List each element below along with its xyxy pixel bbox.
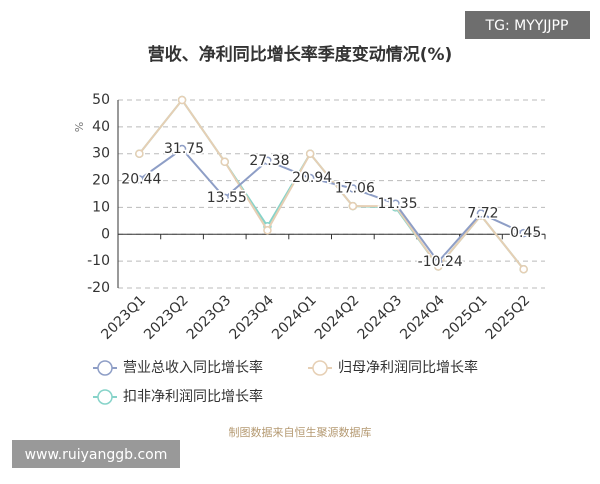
data-label: 31.75 — [164, 141, 204, 157]
y-tick-label: 30 — [92, 146, 110, 162]
data-point — [348, 184, 358, 193]
data-point — [263, 226, 272, 235]
data-point — [519, 228, 528, 238]
y-tick-label: 40 — [92, 119, 110, 135]
data-point — [220, 193, 229, 203]
data-point — [135, 149, 144, 158]
website-box — [12, 440, 180, 468]
data-point — [348, 201, 358, 211]
data-point — [305, 149, 315, 158]
data-point — [519, 264, 528, 274]
series-line — [138, 98, 525, 270]
website: www.ruiyanggb.com — [25, 447, 168, 463]
legend-marker — [97, 360, 113, 376]
data-label: 17.06 — [335, 180, 375, 196]
legend-marker — [312, 360, 328, 376]
watermark: TG: MYYJJPP — [485, 18, 569, 34]
data-point — [305, 173, 315, 183]
data-label: 0.45 — [510, 225, 541, 241]
legend-marker — [97, 389, 113, 405]
source: 制图数据来自恒生聚源数据库 — [229, 425, 372, 439]
watermark-box — [465, 11, 590, 39]
data-point — [391, 199, 400, 209]
y-tick-label: 10 — [92, 199, 110, 215]
y-axis-label: % — [73, 122, 86, 132]
chart-title: 营收、净利同比增长率季度变动情况(%) — [148, 44, 453, 65]
data-label: 13.55 — [207, 190, 247, 206]
data-label: -10.24 — [418, 254, 463, 270]
data-point — [177, 144, 187, 154]
data-point — [263, 156, 272, 166]
y-tick-label: -20 — [87, 280, 110, 296]
y-tick-label: 50 — [92, 92, 110, 108]
data-label: 20.44 — [121, 171, 161, 187]
data-label: 27.38 — [249, 153, 289, 169]
y-tick-label: 0 — [101, 226, 110, 242]
legend-label: 扣非净利润同比增长率 — [123, 388, 263, 405]
series-line — [138, 147, 525, 264]
data-point — [220, 157, 229, 167]
data-point — [177, 95, 187, 105]
data-label: 20.94 — [292, 170, 332, 186]
data-point — [434, 257, 443, 267]
y-tick-label: -10 — [87, 253, 110, 269]
data-label: 7.72 — [467, 206, 498, 222]
data-point — [476, 209, 486, 218]
y-tick-label: 20 — [92, 173, 110, 189]
legend-label: 营业总收入同比增长率 — [123, 359, 263, 376]
legend-label: 归母净利润同比增长率 — [338, 359, 478, 376]
data-label: 11.35 — [378, 196, 418, 212]
data-point — [135, 175, 144, 184]
